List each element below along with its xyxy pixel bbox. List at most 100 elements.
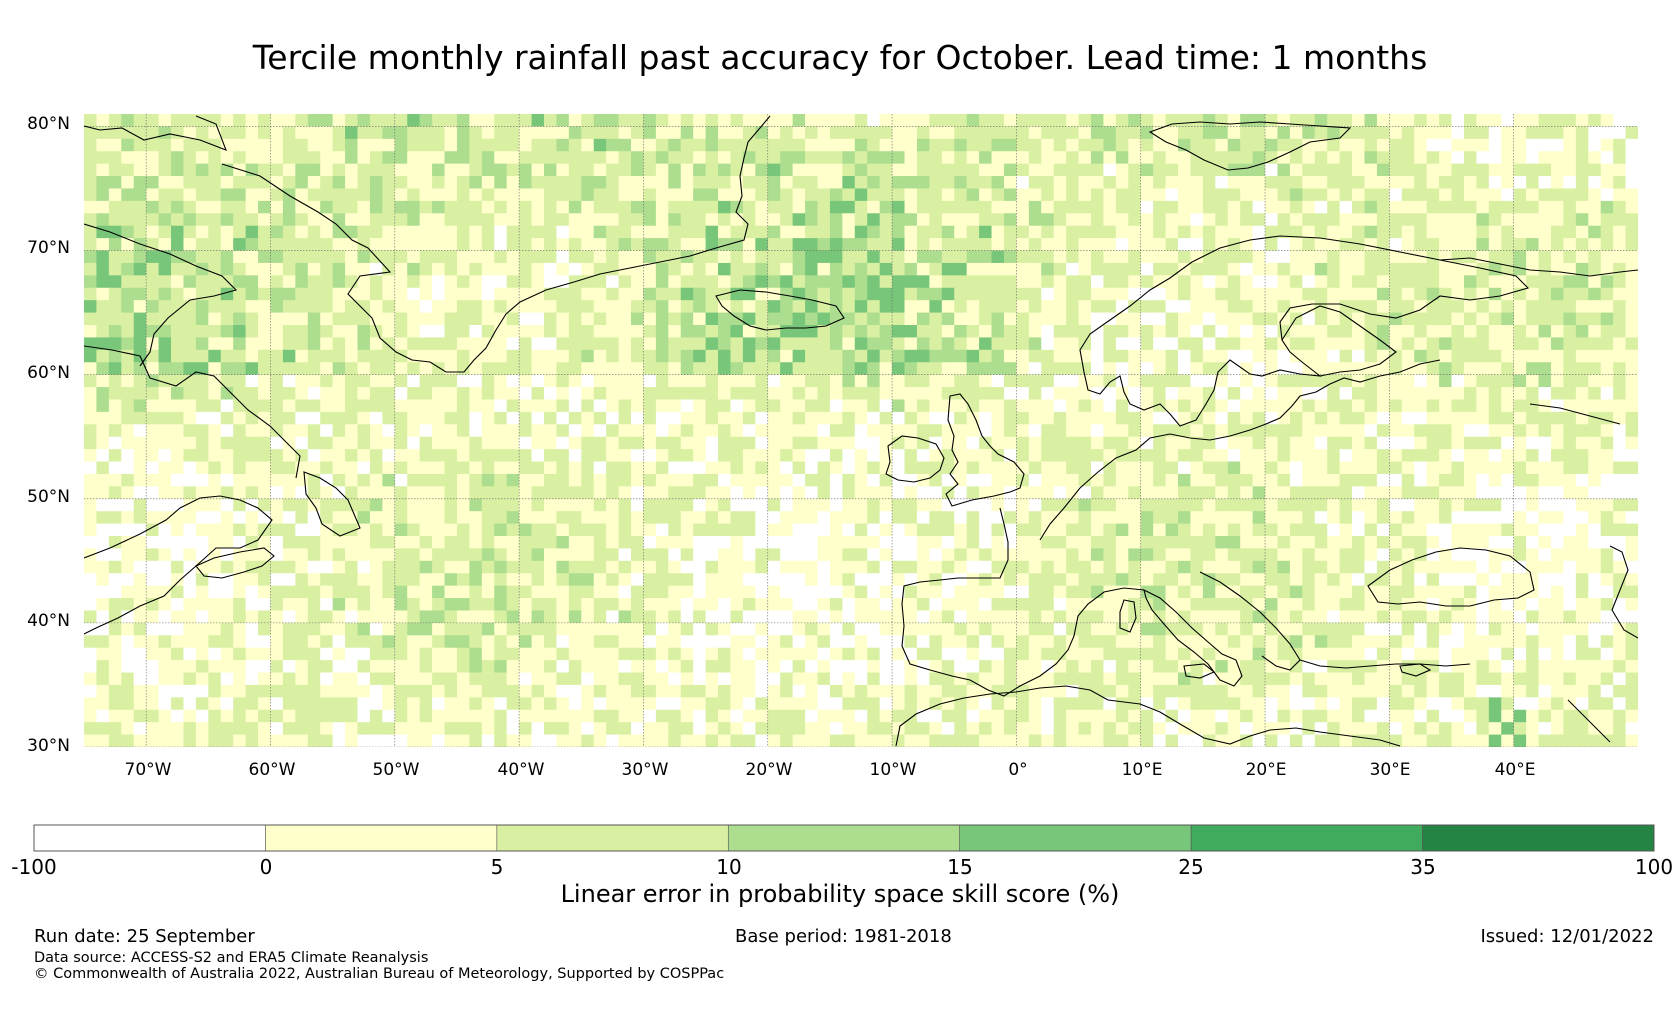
skill-cell (270, 300, 284, 313)
skill-cell (904, 287, 918, 301)
skill-cell (96, 523, 110, 537)
skill-cell (1202, 560, 1216, 574)
skill-cell (295, 312, 309, 326)
skill-cell (332, 498, 346, 512)
skill-cell (929, 598, 943, 611)
skill-cell (916, 238, 930, 251)
skill-cell (1439, 560, 1452, 574)
skill-cell (1041, 312, 1055, 326)
skill-cell (419, 436, 433, 450)
skill-cell (1376, 126, 1390, 140)
skill-cell (1066, 560, 1079, 574)
skill-cell (767, 250, 781, 264)
skill-cell (1401, 225, 1415, 239)
skill-cell (941, 151, 955, 165)
skill-cell (817, 449, 831, 462)
skill-cell (407, 548, 421, 562)
skill-cell (1414, 176, 1428, 189)
skill-cell (531, 449, 545, 462)
skill-cell (1426, 498, 1440, 512)
skill-cell (1501, 536, 1515, 549)
skill-cell (407, 511, 421, 524)
skill-cell (1625, 126, 1638, 140)
skill-cell (208, 188, 222, 202)
skill-cell (233, 200, 247, 214)
skill-cell (655, 374, 669, 388)
skill-cell (1613, 163, 1626, 177)
skill-cell (146, 238, 159, 251)
skill-cell (506, 225, 520, 239)
skill-cell (1215, 424, 1229, 438)
skill-cell (543, 548, 557, 562)
skill-cell (568, 213, 582, 227)
skill-cell (1563, 213, 1577, 227)
skill-cell (456, 163, 470, 177)
skill-cell (506, 126, 520, 140)
skill-cell (208, 387, 222, 400)
skill-cell (1202, 424, 1216, 438)
skill-cell (1003, 300, 1017, 313)
skill-cell (1078, 424, 1092, 438)
skill-cell (1078, 387, 1092, 400)
skill-cell (966, 374, 980, 388)
skill-cell (1526, 362, 1539, 376)
skill-cell (1090, 188, 1104, 202)
skill-cell (1575, 188, 1589, 202)
skill-cell (556, 312, 570, 326)
skill-cell (792, 548, 806, 562)
skill-cell (792, 449, 806, 462)
skill-cell (593, 213, 607, 227)
skill-cell (941, 312, 955, 326)
skill-cell (780, 362, 794, 376)
skill-cell (345, 461, 358, 475)
skill-cell (444, 548, 458, 562)
skill-cell (1153, 250, 1166, 264)
skill-cell (1066, 424, 1079, 438)
skill-cell (1277, 573, 1291, 587)
skill-cell (655, 312, 669, 326)
skill-cell (1414, 325, 1428, 338)
skill-cell (1190, 188, 1204, 202)
skill-cell (854, 287, 868, 301)
skill-cell (543, 250, 557, 264)
skill-cell (1414, 250, 1428, 264)
skill-cell (84, 126, 97, 140)
skill-cell (1227, 337, 1241, 351)
skill-cell (1550, 387, 1564, 400)
skill-cell (531, 362, 545, 376)
skill-cell (407, 114, 421, 127)
skill-cell (1090, 511, 1104, 524)
skill-cell (258, 498, 271, 512)
skill-cell (1376, 461, 1390, 475)
skill-cell (1016, 349, 1030, 363)
skill-cell (1240, 449, 1254, 462)
skill-cell (966, 585, 980, 599)
skill-cell (531, 114, 545, 127)
skill-cell (469, 325, 483, 338)
skill-cell (879, 436, 893, 450)
skill-cell (1476, 473, 1490, 487)
skill-cell (742, 200, 756, 214)
skill-cell (1190, 312, 1204, 326)
skill-cell (581, 560, 595, 574)
skill-cell (1240, 138, 1254, 152)
skill-cell (1277, 325, 1291, 338)
skill-cell (916, 486, 930, 500)
skill-cell (1389, 498, 1403, 512)
skill-cell (1202, 411, 1216, 425)
skill-cell (904, 238, 918, 251)
skill-cell (1352, 585, 1365, 599)
skill-cell (394, 262, 408, 276)
skill-cell (1265, 424, 1278, 438)
skill-cell (1426, 250, 1440, 264)
skill-cell (307, 126, 321, 140)
skill-cell (1389, 399, 1403, 413)
skill-cell (954, 213, 968, 227)
skill-cell (892, 411, 905, 425)
skill-cell (817, 362, 831, 376)
skill-cell (1625, 200, 1638, 214)
skill-cell (369, 163, 383, 177)
skill-cell (929, 312, 943, 326)
skill-cell (1339, 176, 1353, 189)
skill-cell (456, 523, 470, 537)
